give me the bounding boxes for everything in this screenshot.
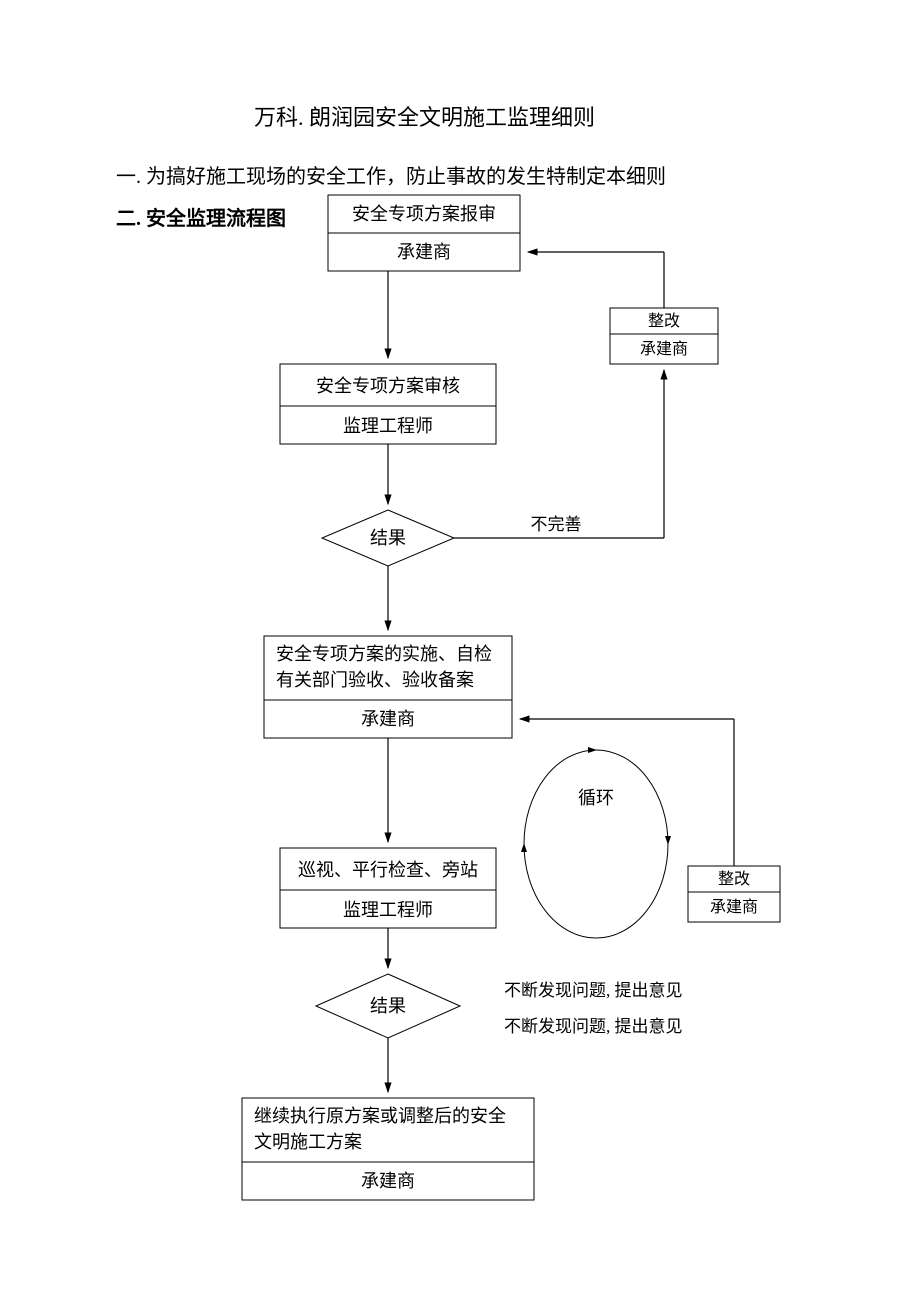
node-review-plan: 安全专项方案审核 监理工程师: [280, 364, 496, 444]
node-continue-line2: 文明施工方案: [254, 1132, 362, 1152]
decision-result-2: 结果: [316, 974, 460, 1038]
loop-label: 循环: [578, 788, 614, 808]
decision-result-1: 结果: [322, 510, 454, 566]
decision-1-label-incomplete: 不完善: [531, 515, 582, 534]
decision-result-1-label: 结果: [370, 528, 406, 548]
node-continue-role: 承建商: [361, 1171, 415, 1191]
node-rectify-top: 整改 承建商: [610, 308, 718, 364]
node-implement-role: 承建商: [361, 709, 415, 729]
node-continue-line1: 继续执行原方案或调整后的安全: [254, 1106, 506, 1126]
node-rectify-middle-title: 整改: [718, 870, 750, 888]
node-inspect: 巡视、平行检查、旁站 监理工程师: [280, 848, 496, 928]
node-submit-plan-role: 承建商: [397, 242, 451, 262]
node-inspect-role: 监理工程师: [343, 900, 433, 920]
node-rectify-middle-role: 承建商: [710, 898, 758, 916]
node-rectify-middle: 整改 承建商: [688, 866, 780, 922]
loop-oval: 循环: [524, 750, 668, 938]
node-implement: 安全专项方案的实施、自检 有关部门验收、验收备案 承建商: [264, 636, 512, 738]
node-review-plan-title: 安全专项方案审核: [316, 376, 460, 396]
node-implement-line1: 安全专项方案的实施、自检: [276, 644, 492, 664]
node-continue-plan: 继续执行原方案或调整后的安全 文明施工方案 承建商: [242, 1098, 534, 1200]
page: 万科. 朗润园安全文明施工监理细则 一. 为搞好施工现场的安全工作，防止事故的发…: [0, 0, 920, 1301]
decision-2-label-top: 不断发现问题, 提出意见: [504, 981, 683, 1000]
flowchart-svg: 安全专项方案报审 承建商 整改 承建商 安全专项方案审核 监理工程师 结果: [0, 0, 920, 1301]
node-submit-plan: 安全专项方案报审 承建商: [328, 195, 520, 271]
node-inspect-title: 巡视、平行检查、旁站: [298, 860, 478, 880]
node-review-plan-role: 监理工程师: [343, 416, 433, 436]
node-submit-plan-title: 安全专项方案报审: [352, 204, 496, 224]
node-implement-line2: 有关部门验收、验收备案: [276, 670, 474, 690]
decision-2-label-bottom: 不断发现问题, 提出意见: [504, 1017, 683, 1036]
node-rectify-top-title: 整改: [648, 312, 680, 330]
decision-result-2-label: 结果: [370, 996, 406, 1016]
node-rectify-top-role: 承建商: [640, 340, 688, 358]
